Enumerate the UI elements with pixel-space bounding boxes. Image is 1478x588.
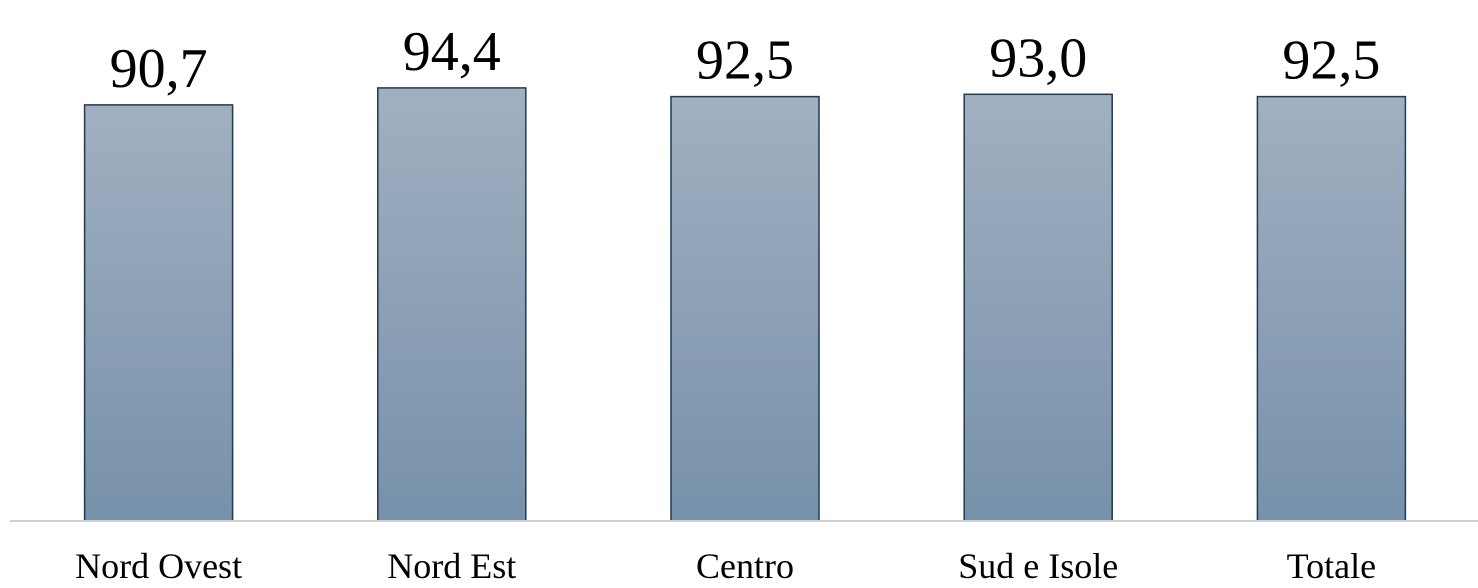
bar-centro (670, 95, 820, 522)
data-label: 90,7 (110, 38, 208, 100)
x-tick-label: Nord Ovest (75, 546, 242, 586)
data-label: 94,4 (403, 21, 501, 83)
bar-nord-ovest (83, 104, 234, 522)
labels-layer: 90,7 Nord Ovest 94,4 Nord Est 92,5 Centro 93,0… (75, 21, 1380, 586)
data-label: 92,5 (696, 30, 794, 92)
x-tick-label: Centro (696, 546, 794, 586)
data-label: 93,0 (989, 27, 1087, 89)
data-label: 92,5 (1282, 30, 1380, 92)
x-tick-label: Totale (1287, 546, 1376, 586)
bar-sud-e-isole (963, 93, 1113, 522)
x-tick-label: Sud e Isole (958, 546, 1118, 586)
bars-layer (83, 87, 1407, 522)
x-tick-label: Nord Est (387, 546, 516, 586)
bar-nord-est (377, 87, 527, 522)
bar-totale (1256, 95, 1407, 522)
